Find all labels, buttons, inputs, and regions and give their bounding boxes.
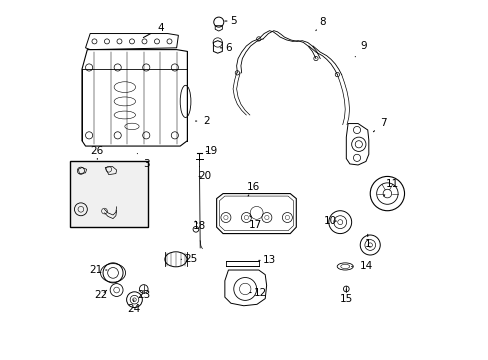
Text: 25: 25 xyxy=(181,254,197,264)
Text: 13: 13 xyxy=(258,255,276,265)
Text: 17: 17 xyxy=(248,216,261,230)
Text: 7: 7 xyxy=(373,118,386,132)
Text: 2: 2 xyxy=(195,116,210,126)
Text: 19: 19 xyxy=(204,147,218,157)
Text: 10: 10 xyxy=(323,216,336,226)
Text: 11: 11 xyxy=(383,179,399,196)
Text: 18: 18 xyxy=(193,221,206,231)
Text: 14: 14 xyxy=(351,261,372,271)
Text: 22: 22 xyxy=(94,290,107,300)
Text: 1: 1 xyxy=(364,234,370,249)
Text: 12: 12 xyxy=(249,288,266,297)
Bar xyxy=(70,161,148,227)
Text: 4: 4 xyxy=(143,23,163,37)
Text: 23: 23 xyxy=(137,290,150,300)
Text: 15: 15 xyxy=(339,289,352,303)
Text: 6: 6 xyxy=(220,43,231,53)
Text: 8: 8 xyxy=(315,17,325,31)
Text: 21: 21 xyxy=(89,265,107,275)
Text: 3: 3 xyxy=(137,153,149,169)
Text: 5: 5 xyxy=(224,16,236,26)
Text: 9: 9 xyxy=(354,41,366,57)
Text: 20: 20 xyxy=(198,171,211,181)
Text: 16: 16 xyxy=(246,182,260,196)
Text: 24: 24 xyxy=(127,300,140,314)
Text: 26: 26 xyxy=(90,146,104,159)
